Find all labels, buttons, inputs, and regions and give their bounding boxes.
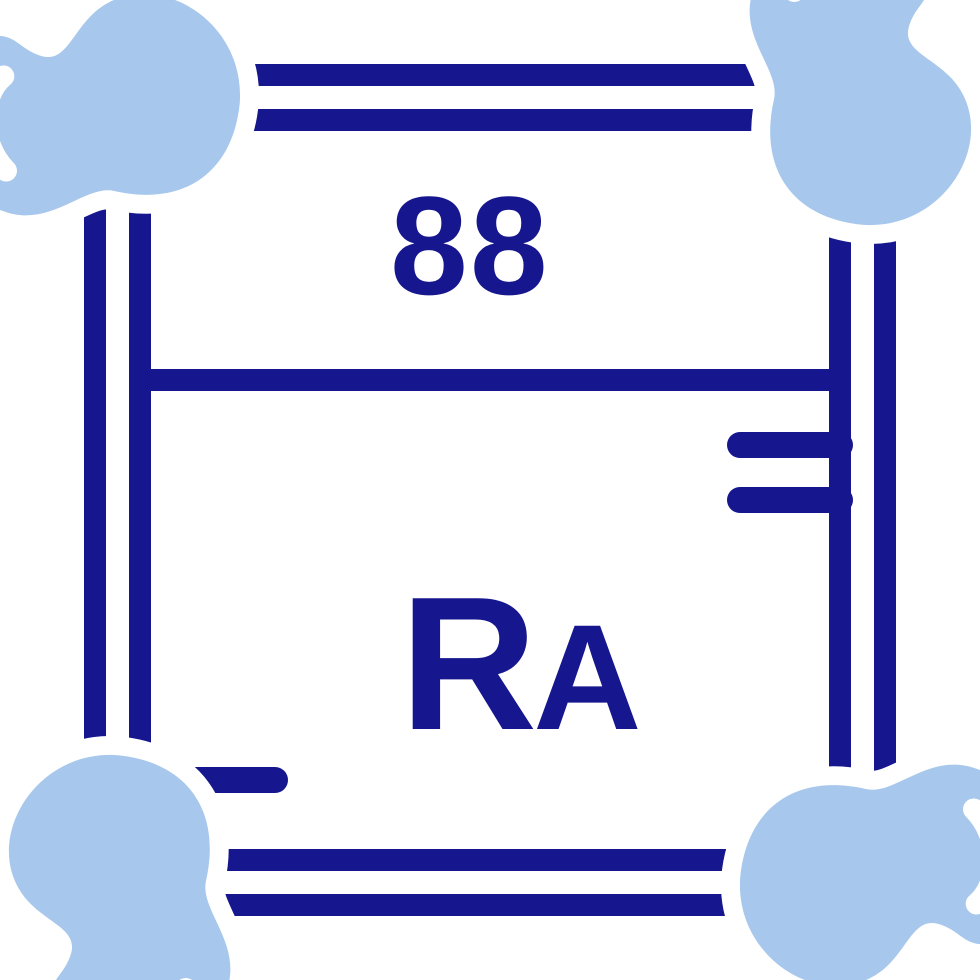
element-tile-icon: 88 RA	[0, 0, 980, 980]
corner-blob-icon	[740, 765, 980, 980]
element-symbol: RA	[400, 555, 642, 773]
atomic-number: 88	[390, 165, 550, 327]
symbol-second-letter: A	[533, 591, 641, 764]
symbol-first-letter: R	[400, 555, 537, 773]
tile-frame	[0, 0, 980, 980]
corner-blob-icon	[750, 0, 971, 225]
corner-blob-icon	[9, 755, 230, 980]
corner-blob-icon	[0, 0, 240, 215]
